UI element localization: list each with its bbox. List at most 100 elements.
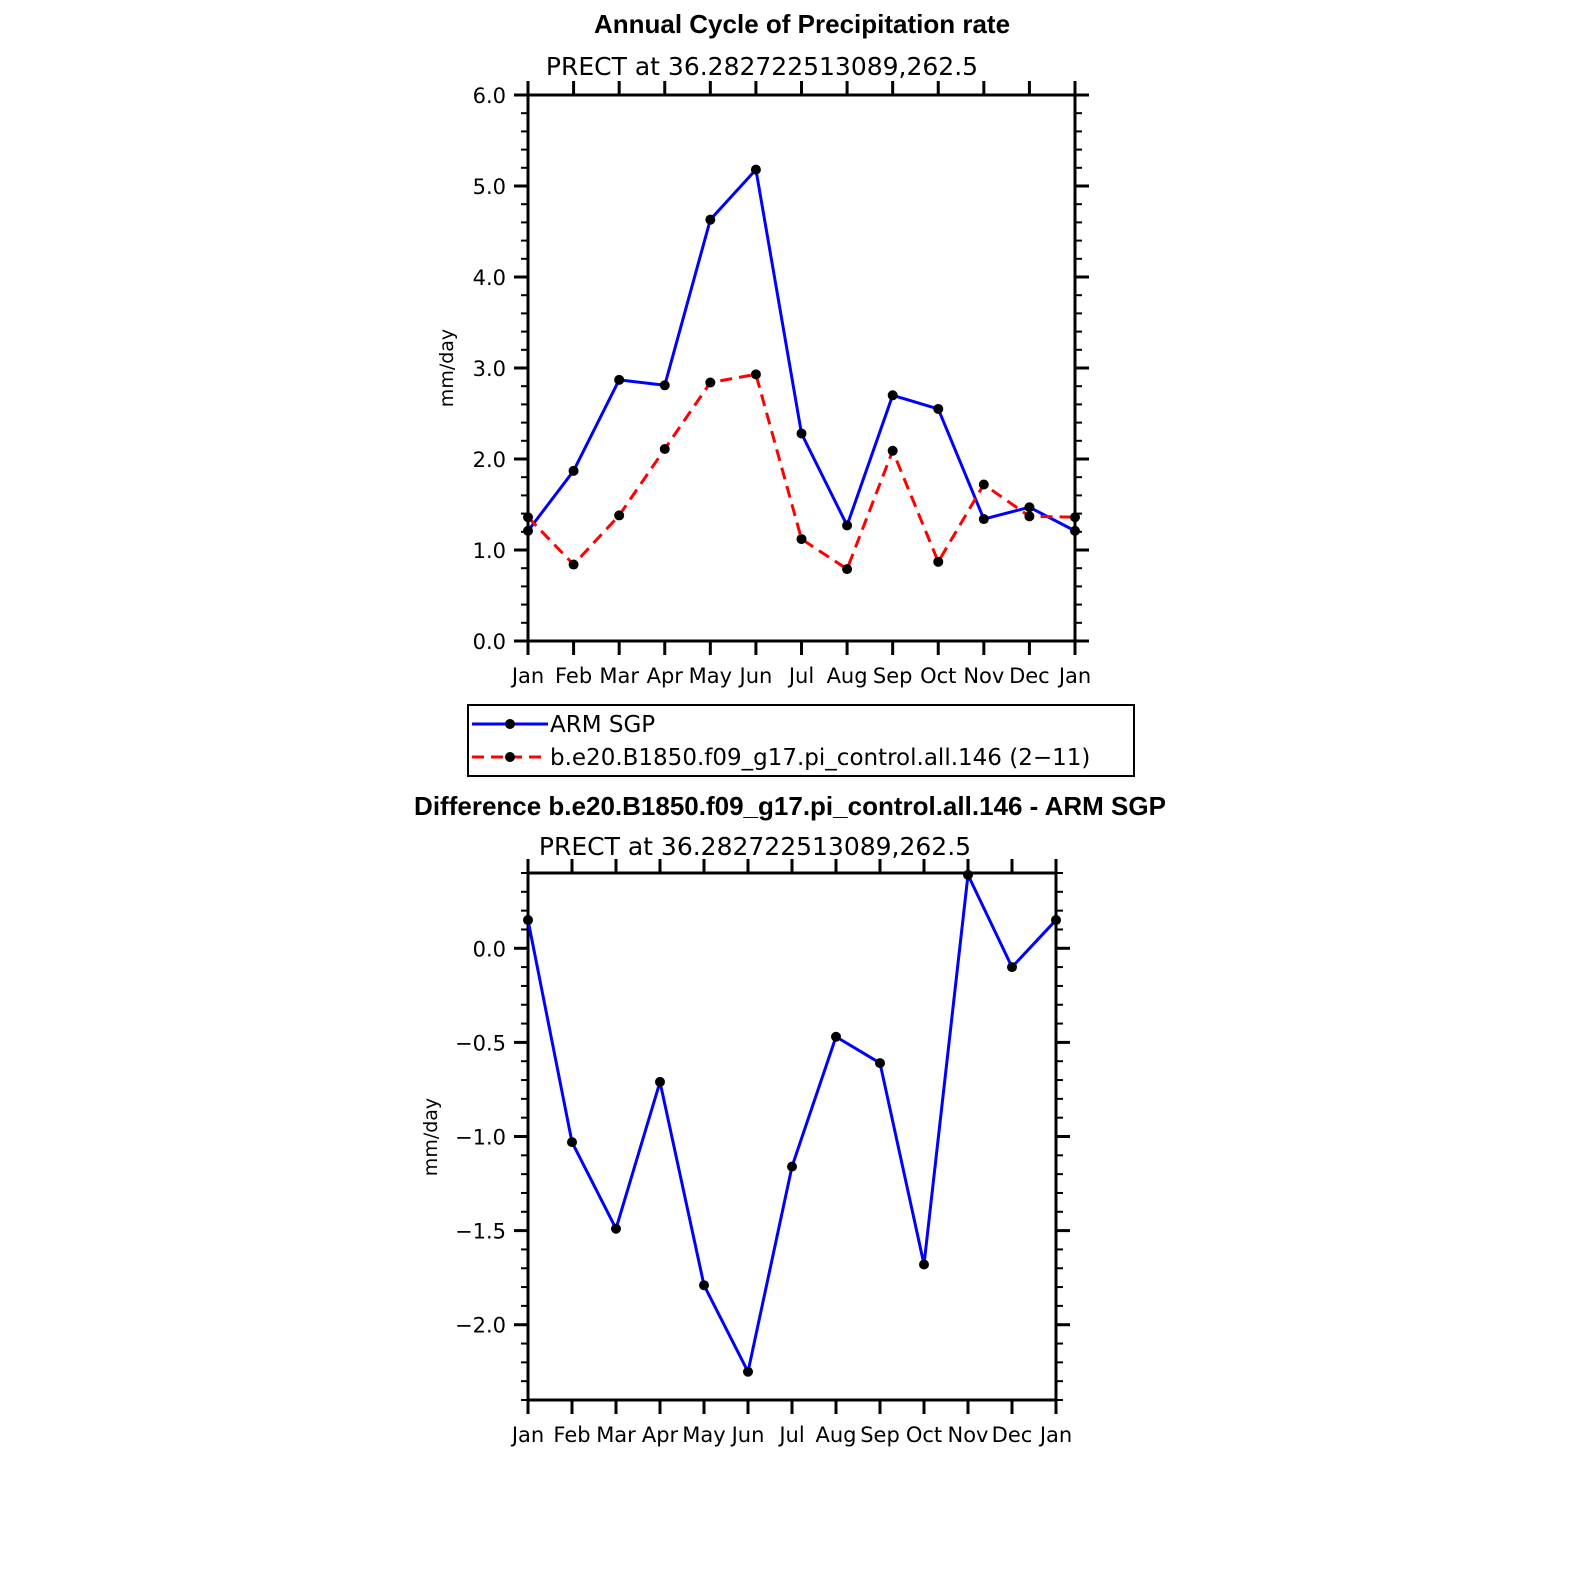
x-tick-label: Feb [553,1423,590,1447]
y-tick-label: 0.0 [473,630,506,654]
data-point [796,534,807,545]
data-point [787,1161,797,1172]
x-tick-label: Jul [787,664,814,688]
x-tick-label: Aug [815,1423,856,1447]
plot-frame [526,871,1058,1402]
data-point [963,869,973,880]
data-point [978,479,989,490]
data-point [842,520,853,531]
data-point [796,428,807,439]
data-point [699,1280,709,1291]
x-tick-label: Mar [596,1423,636,1447]
data-point [743,1366,753,1377]
x-tick-label: Dec [992,1423,1033,1447]
y-tick-label: −1.0 [455,1126,506,1150]
data-point [919,1259,929,1270]
data-point [933,403,944,414]
data-point [842,564,853,575]
y-tick-label: 3.0 [473,357,506,381]
y-tick-label: 1.0 [473,539,506,563]
data-point [1070,512,1080,523]
x-tick-label: Jun [730,1423,765,1447]
x-tick-label: Apr [642,1423,679,1447]
data-point [568,559,579,570]
y-tick-label: −0.5 [455,1031,506,1055]
data-point [1070,525,1080,536]
series-line-0 [526,168,1076,533]
top-chart-title: Annual Cycle of Precipitation rate [594,9,1010,39]
data-point [1024,511,1035,522]
x-tick-label: Apr [647,664,684,688]
top-chart-subtitle: PRECT at 36.282722513089,262.5 [546,52,978,81]
x-tick-label: Oct [920,664,956,688]
x-tick-label: Jan [1038,1423,1072,1447]
x-tick-label: Feb [555,664,592,688]
data-point [887,390,898,401]
bottom-chart: Difference b.e20.B1850.f09_g17.pi_contro… [414,791,1166,1447]
data-point [568,465,579,476]
x-tick-label: Jul [777,1423,804,1447]
data-point [655,1076,665,1087]
x-tick-label: Oct [906,1423,942,1447]
y-tick-label: 0.0 [473,937,506,961]
legend-label-model: b.e20.B1850.f09_g17.pi_control.all.146 (… [550,745,1090,771]
y-tick-label: 2.0 [473,448,506,472]
bottom-chart-subtitle: PRECT at 36.282722513089,262.5 [539,832,971,861]
data-point [875,1058,885,1069]
x-tick-label: Dec [1009,664,1050,688]
bottom-chart-axes: −2.0 −1.5 −1.0 −0.5 0.0 Jan Feb Mar Apr May Jun Jul… [455,859,1072,1447]
legend-marker-arm-sgp [505,719,515,729]
top-chart-series [523,164,1080,575]
series-line-0 [526,873,1058,1374]
x-tick-label: Jan [510,664,544,688]
x-tick-label: Mar [599,664,639,688]
data-point [1007,962,1017,973]
data-point [659,380,670,391]
bottom-chart-title: Difference b.e20.B1850.f09_g17.pi_contro… [414,791,1166,821]
data-point [1024,502,1035,513]
data-point [567,1137,577,1148]
x-tick-label: Jun [738,664,773,688]
x-tick-label: May [689,664,732,688]
top-chart-axes: 0.0 1.0 2.0 3.0 4.0 5.0 6.0 Jan Feb Mar Apr May Jun J… [473,81,1091,688]
y-tick-label: 5.0 [473,175,506,199]
top-chart-ylabel: mm/day [436,329,458,407]
data-point [659,443,670,454]
x-tick-label: Nov [948,1423,989,1447]
y-tick-label: −2.0 [455,1314,506,1338]
data-point [611,1223,621,1234]
x-tick-label: Sep [860,1423,900,1447]
data-point [614,510,625,521]
legend: ARM SGP b.e20.B1850.f09_g17.pi_control.a… [467,704,1135,777]
data-point [831,1031,841,1042]
data-point [614,374,625,385]
x-tick-label: May [682,1423,725,1447]
y-tick-label: 4.0 [473,266,506,290]
bottom-chart-series [523,869,1061,1377]
data-point [750,369,761,380]
legend-box [467,704,1135,777]
top-chart: Annual Cycle of Precipitation rate PRECT… [436,9,1091,688]
data-point [523,525,533,536]
data-point [705,214,716,225]
x-tick-label: Jan [510,1423,544,1447]
data-point [750,164,761,175]
x-tick-label: Jan [1057,664,1091,688]
legend-label-arm-sgp: ARM SGP [550,712,655,738]
legend-marker-model [505,752,515,762]
data-point [523,915,533,926]
bottom-chart-ylabel: mm/day [420,1098,442,1176]
x-tick-label: Sep [873,664,913,688]
x-tick-label: Nov [963,664,1004,688]
data-point [705,377,716,388]
plot-frame [526,93,1077,643]
y-tick-label: −1.5 [455,1220,506,1244]
y-tick-label: 6.0 [473,84,506,108]
data-point [1051,915,1061,926]
data-point [887,445,898,456]
data-point [978,514,989,525]
data-point [933,556,944,567]
data-point [523,512,533,523]
x-tick-label: Aug [827,664,868,688]
